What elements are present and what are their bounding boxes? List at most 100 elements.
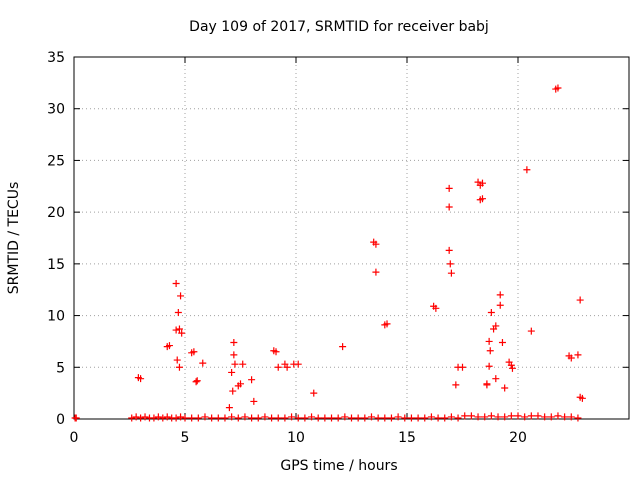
data-point	[314, 414, 322, 422]
data-point	[447, 413, 455, 421]
data-point	[494, 413, 502, 421]
data-point	[432, 304, 440, 312]
data-point	[508, 364, 516, 372]
data-point	[274, 363, 282, 371]
data-point	[163, 413, 171, 421]
data-point	[507, 361, 515, 369]
data-point	[254, 414, 262, 422]
data-point	[567, 354, 575, 362]
data-point	[173, 356, 181, 364]
data-point	[132, 413, 140, 421]
data-point	[381, 414, 389, 422]
data-point	[574, 351, 582, 359]
data-point	[372, 240, 380, 248]
x-tick-label: 15	[398, 430, 416, 446]
data-point	[446, 260, 454, 268]
data-point	[272, 348, 280, 356]
data-point	[294, 414, 302, 422]
data-point	[137, 414, 145, 422]
data-point	[527, 327, 535, 335]
data-point	[501, 413, 509, 421]
data-point	[487, 412, 495, 420]
data-point	[487, 308, 495, 316]
data-point	[188, 414, 196, 422]
data-point	[478, 179, 486, 187]
plot-frame	[73, 56, 630, 420]
data-point	[421, 414, 429, 422]
data-point	[177, 413, 185, 421]
data-point	[361, 414, 369, 422]
data-point	[367, 413, 375, 421]
data-point	[321, 414, 329, 422]
x-tick-label: 0	[70, 430, 79, 446]
y-tick-label: 25	[47, 153, 65, 169]
data-point	[483, 381, 491, 389]
data-point	[192, 378, 200, 386]
data-point	[339, 343, 347, 351]
data-point	[498, 338, 506, 346]
data-point	[175, 363, 183, 371]
data-point	[401, 414, 409, 422]
data-point	[496, 301, 504, 309]
y-tick-label: 15	[47, 257, 65, 273]
data-point	[193, 377, 201, 385]
x-tick-label: 10	[287, 430, 305, 446]
data-points	[71, 84, 586, 422]
data-point	[174, 308, 182, 316]
data-point	[308, 413, 316, 421]
data-point	[137, 375, 145, 383]
data-point	[283, 363, 291, 371]
data-point	[445, 203, 453, 211]
data-point	[394, 413, 402, 421]
data-point	[461, 412, 469, 420]
x-axis-label: GPS time / hours	[280, 458, 397, 474]
data-point	[348, 414, 355, 422]
data-point	[501, 384, 509, 392]
data-point	[310, 389, 318, 397]
data-point	[172, 414, 180, 422]
data-point	[407, 414, 415, 422]
data-point	[496, 291, 504, 299]
data-point	[154, 413, 162, 421]
grid	[74, 57, 629, 419]
chart-title: Day 109 of 2017, SRMTID for receiver bab…	[189, 19, 489, 35]
data-point	[523, 166, 531, 174]
data-point	[514, 412, 522, 420]
data-point	[237, 380, 244, 388]
data-point	[159, 414, 167, 422]
data-point	[172, 326, 180, 334]
data-point	[141, 413, 149, 421]
data-point	[534, 412, 542, 420]
data-point	[554, 412, 562, 420]
data-point	[485, 337, 493, 345]
y-tick-label: 30	[47, 102, 65, 118]
data-point	[328, 414, 336, 422]
data-point	[175, 325, 183, 333]
data-point	[288, 413, 296, 421]
data-point	[239, 360, 247, 368]
data-point	[467, 412, 475, 420]
data-point	[485, 362, 493, 370]
data-point	[294, 360, 302, 368]
data-point	[387, 414, 395, 422]
y-tick-label: 10	[47, 309, 65, 325]
data-point	[281, 414, 289, 422]
data-point	[454, 414, 462, 422]
data-point	[201, 413, 209, 421]
data-point	[486, 347, 494, 355]
data-point	[383, 320, 391, 328]
data-point	[541, 413, 549, 421]
data-point	[441, 414, 449, 422]
data-point	[527, 412, 535, 420]
x-tick-label: 5	[181, 430, 190, 446]
data-point	[354, 414, 362, 422]
y-tick-label: 20	[47, 205, 65, 221]
data-point	[478, 195, 486, 203]
data-point	[521, 413, 529, 421]
data-point	[452, 381, 460, 389]
data-point	[445, 246, 453, 254]
data-point	[547, 413, 555, 421]
data-point	[554, 84, 562, 92]
data-point	[208, 414, 216, 422]
